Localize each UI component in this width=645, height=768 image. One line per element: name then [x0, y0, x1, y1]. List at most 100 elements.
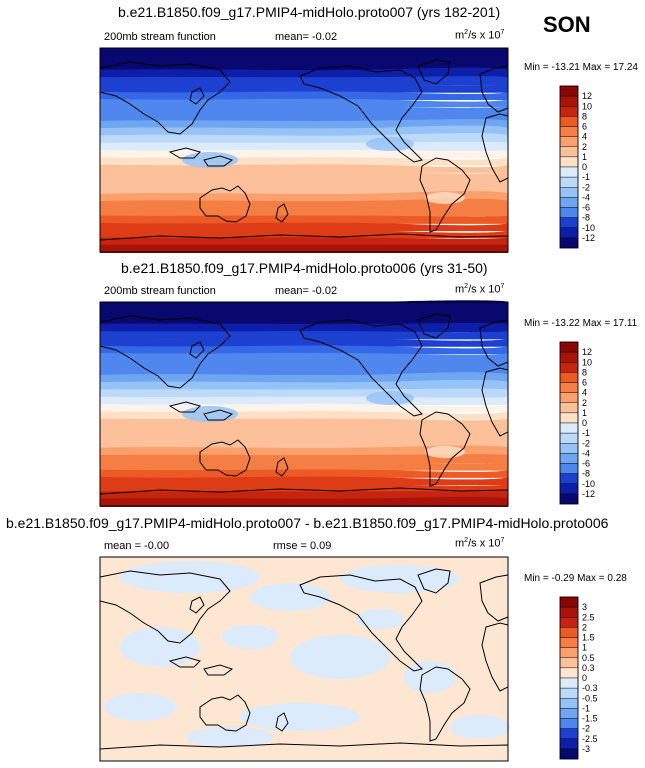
- colorbar-box: [559, 493, 579, 505]
- contour-band: [100, 164, 508, 173]
- colorbar-tick-label: 2: [582, 398, 587, 408]
- coastline-africa: [481, 622, 509, 692]
- colorbar-box: [559, 453, 579, 464]
- contour-band: [100, 388, 508, 398]
- coastline-eurasia-west: [479, 319, 509, 367]
- colorbar-tick-label: -0.3: [582, 683, 598, 693]
- colorbar-tick-label: 0: [582, 162, 587, 172]
- contour-band: [100, 149, 508, 159]
- colorbar-frame: [559, 341, 579, 505]
- colorbar-tick-label: -4: [582, 448, 590, 458]
- coastline-africa: [481, 367, 509, 437]
- contour-band: [100, 314, 508, 325]
- diff-negative-region: [222, 625, 278, 649]
- coastline-eurasia-east: [99, 570, 231, 644]
- colorbar-tick-label: 4: [582, 388, 587, 398]
- panel2-mean: mean= -0.02: [275, 285, 338, 297]
- colorbar-tick-label: -2: [582, 438, 590, 448]
- colorbar-box: [559, 341, 579, 353]
- colorbar-box: [559, 687, 579, 699]
- contour-band: [100, 179, 508, 188]
- colorbar-tick-label: 8: [582, 111, 587, 121]
- coastline-eurasia-west: [479, 65, 509, 113]
- contour-band: [100, 141, 508, 151]
- coastline-japan: [189, 341, 205, 359]
- contour-band: [100, 171, 508, 181]
- colorbar-box: [559, 432, 579, 444]
- colorbar-box: [559, 372, 579, 383]
- contour-band: [100, 184, 508, 195]
- map-frame: [99, 556, 509, 762]
- colorbar-box: [559, 217, 579, 228]
- diff-negative-region: [104, 693, 176, 721]
- coastline-south-america: [419, 666, 471, 742]
- map-frame: [99, 301, 509, 507]
- coastline-north-america: [299, 319, 423, 417]
- colorbar-tick-label: 1: [582, 152, 587, 162]
- colorbar-tick-label: -1: [582, 703, 590, 713]
- colorbar-box: [559, 627, 579, 638]
- coastline-japan: [189, 596, 205, 614]
- diff-negative-region: [404, 661, 456, 693]
- colorbar-tick-label: -1.5: [582, 714, 598, 724]
- panel3-colorbar: 32.521.510.50.30-0.3-0.5-1-1.5-2-2.5-3: [559, 596, 598, 760]
- coastline-indonesia: [168, 147, 201, 159]
- panel3-minmax: Min = -0.29 Max = 0.28: [524, 573, 627, 584]
- contour-band: [100, 191, 508, 202]
- colorbar-box: [559, 748, 579, 760]
- contour-band: [100, 437, 508, 449]
- colorbar-tick-label: -3: [582, 744, 590, 754]
- colorbar-box: [559, 637, 579, 648]
- colorbar-tick-label: 0: [582, 673, 587, 683]
- colorbar-tick-label: 4: [582, 132, 587, 142]
- contour-band: [100, 125, 508, 137]
- colorbar-box: [559, 718, 579, 729]
- colorbar-tick-label: 6: [582, 122, 587, 132]
- diff-negative-region: [250, 583, 330, 611]
- contour-band: [100, 403, 508, 413]
- coastline-new-zealand: [275, 712, 289, 732]
- contour-band: [100, 106, 508, 115]
- colorbar-box: [559, 392, 579, 403]
- diff-negative-region: [186, 727, 274, 747]
- colorbar-tick-label: 6: [582, 378, 587, 388]
- contour-band: [100, 244, 508, 253]
- contour-band: [100, 222, 508, 232]
- colorbar-tick-label: -8: [582, 213, 590, 223]
- colorbar-box: [559, 728, 579, 739]
- colorbar-box: [559, 237, 579, 249]
- coastline-north-america: [299, 65, 423, 163]
- colorbar-box: [559, 617, 579, 628]
- contour-band: [100, 345, 508, 354]
- panel3-title: b.e21.B1850.f09_g17.PMIP4-midHolo.proto0…: [6, 515, 609, 531]
- colorbar-box: [559, 85, 579, 97]
- panel2-units: m2/s x 107: [455, 283, 505, 296]
- colorbar-tick-label: -1: [582, 172, 590, 182]
- contour-band: [100, 229, 508, 239]
- colorbar-box: [559, 422, 579, 434]
- colorbar-box: [559, 156, 579, 168]
- panel2-variable: 200mb stream function: [104, 285, 216, 297]
- coastline-north-america: [299, 574, 423, 672]
- contour-band: [100, 425, 508, 435]
- panel1-minmax: Min = -13.21 Max = 17.24: [524, 62, 638, 73]
- colorbar-box: [559, 106, 579, 117]
- colorbar-box: [559, 227, 579, 239]
- contour-band: [100, 157, 508, 166]
- colorbar-tick-label: 1: [582, 408, 587, 418]
- colorbar-tick-label: 1: [582, 643, 587, 653]
- coastline-indonesia2: [203, 664, 234, 676]
- colorbar-box: [559, 738, 579, 750]
- contour-band: [100, 215, 508, 224]
- coastline-africa: [481, 113, 509, 183]
- colorbar-tick-label: 2: [582, 142, 587, 152]
- colorbar-box: [559, 116, 579, 127]
- contour-band: [100, 379, 508, 391]
- colorbar-box: [559, 473, 579, 484]
- contour-band: [100, 352, 508, 362]
- coastline-south-america: [419, 157, 471, 233]
- diff-negative-region: [120, 627, 200, 667]
- colorbar-tick-label: -2: [582, 724, 590, 734]
- contour-band: [100, 98, 508, 108]
